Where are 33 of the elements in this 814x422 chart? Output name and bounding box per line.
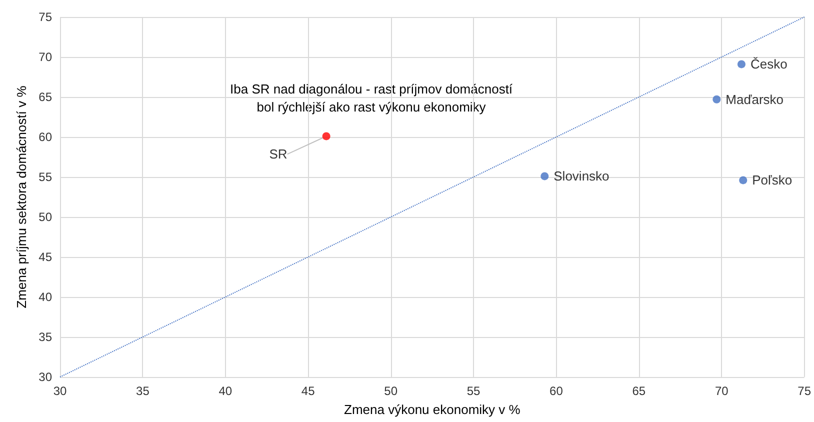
x-tick-label: 40 [218,384,232,398]
point [712,95,721,104]
x-axis-title: Zmena výkonu ekonomiky v % [344,402,521,417]
annotation: Iba SR nad diagonálou - rast príjmov domácností bol rýchlejší ako rast výkonu ekonomiky [230,82,513,114]
y-tick-label: 40 [38,290,52,304]
series-label: Česko [750,56,788,72]
x-tick-label: 55 [466,384,481,398]
point [540,172,549,180]
text: SR [269,146,288,162]
x-tick-label: 70 [714,384,729,398]
series-label: Poľsko [752,172,792,188]
y-tick-label: 60 [38,130,52,144]
x-tick-label: 45 [301,384,316,398]
y-tick-label: 65 [38,90,52,104]
x-tick-label: 65 [632,384,646,398]
series-label: Slovinsko [554,168,610,184]
y-tick-label: 50 [38,210,52,224]
y-tick-label: 75 [38,10,52,24]
y-tick-label: 30 [38,370,52,384]
x-tick-label: 50 [384,384,398,398]
point [739,176,748,184]
y-tick-label: 55 [38,170,52,184]
x-tick-label: 75 [798,384,812,398]
x-tick-label: 30 [53,384,67,398]
point [737,60,746,68]
y-tick-label: 45 [38,250,52,264]
x-tick-label: 35 [136,384,150,398]
y-axis-title: Zmena príjmu sektora domácností v % [14,85,29,308]
y-tick-label: 35 [38,330,52,344]
point [322,132,330,140]
series-label: Maďarsko [726,92,784,107]
x-tick-label: 60 [550,384,564,398]
y-tick-label: 70 [38,50,52,64]
